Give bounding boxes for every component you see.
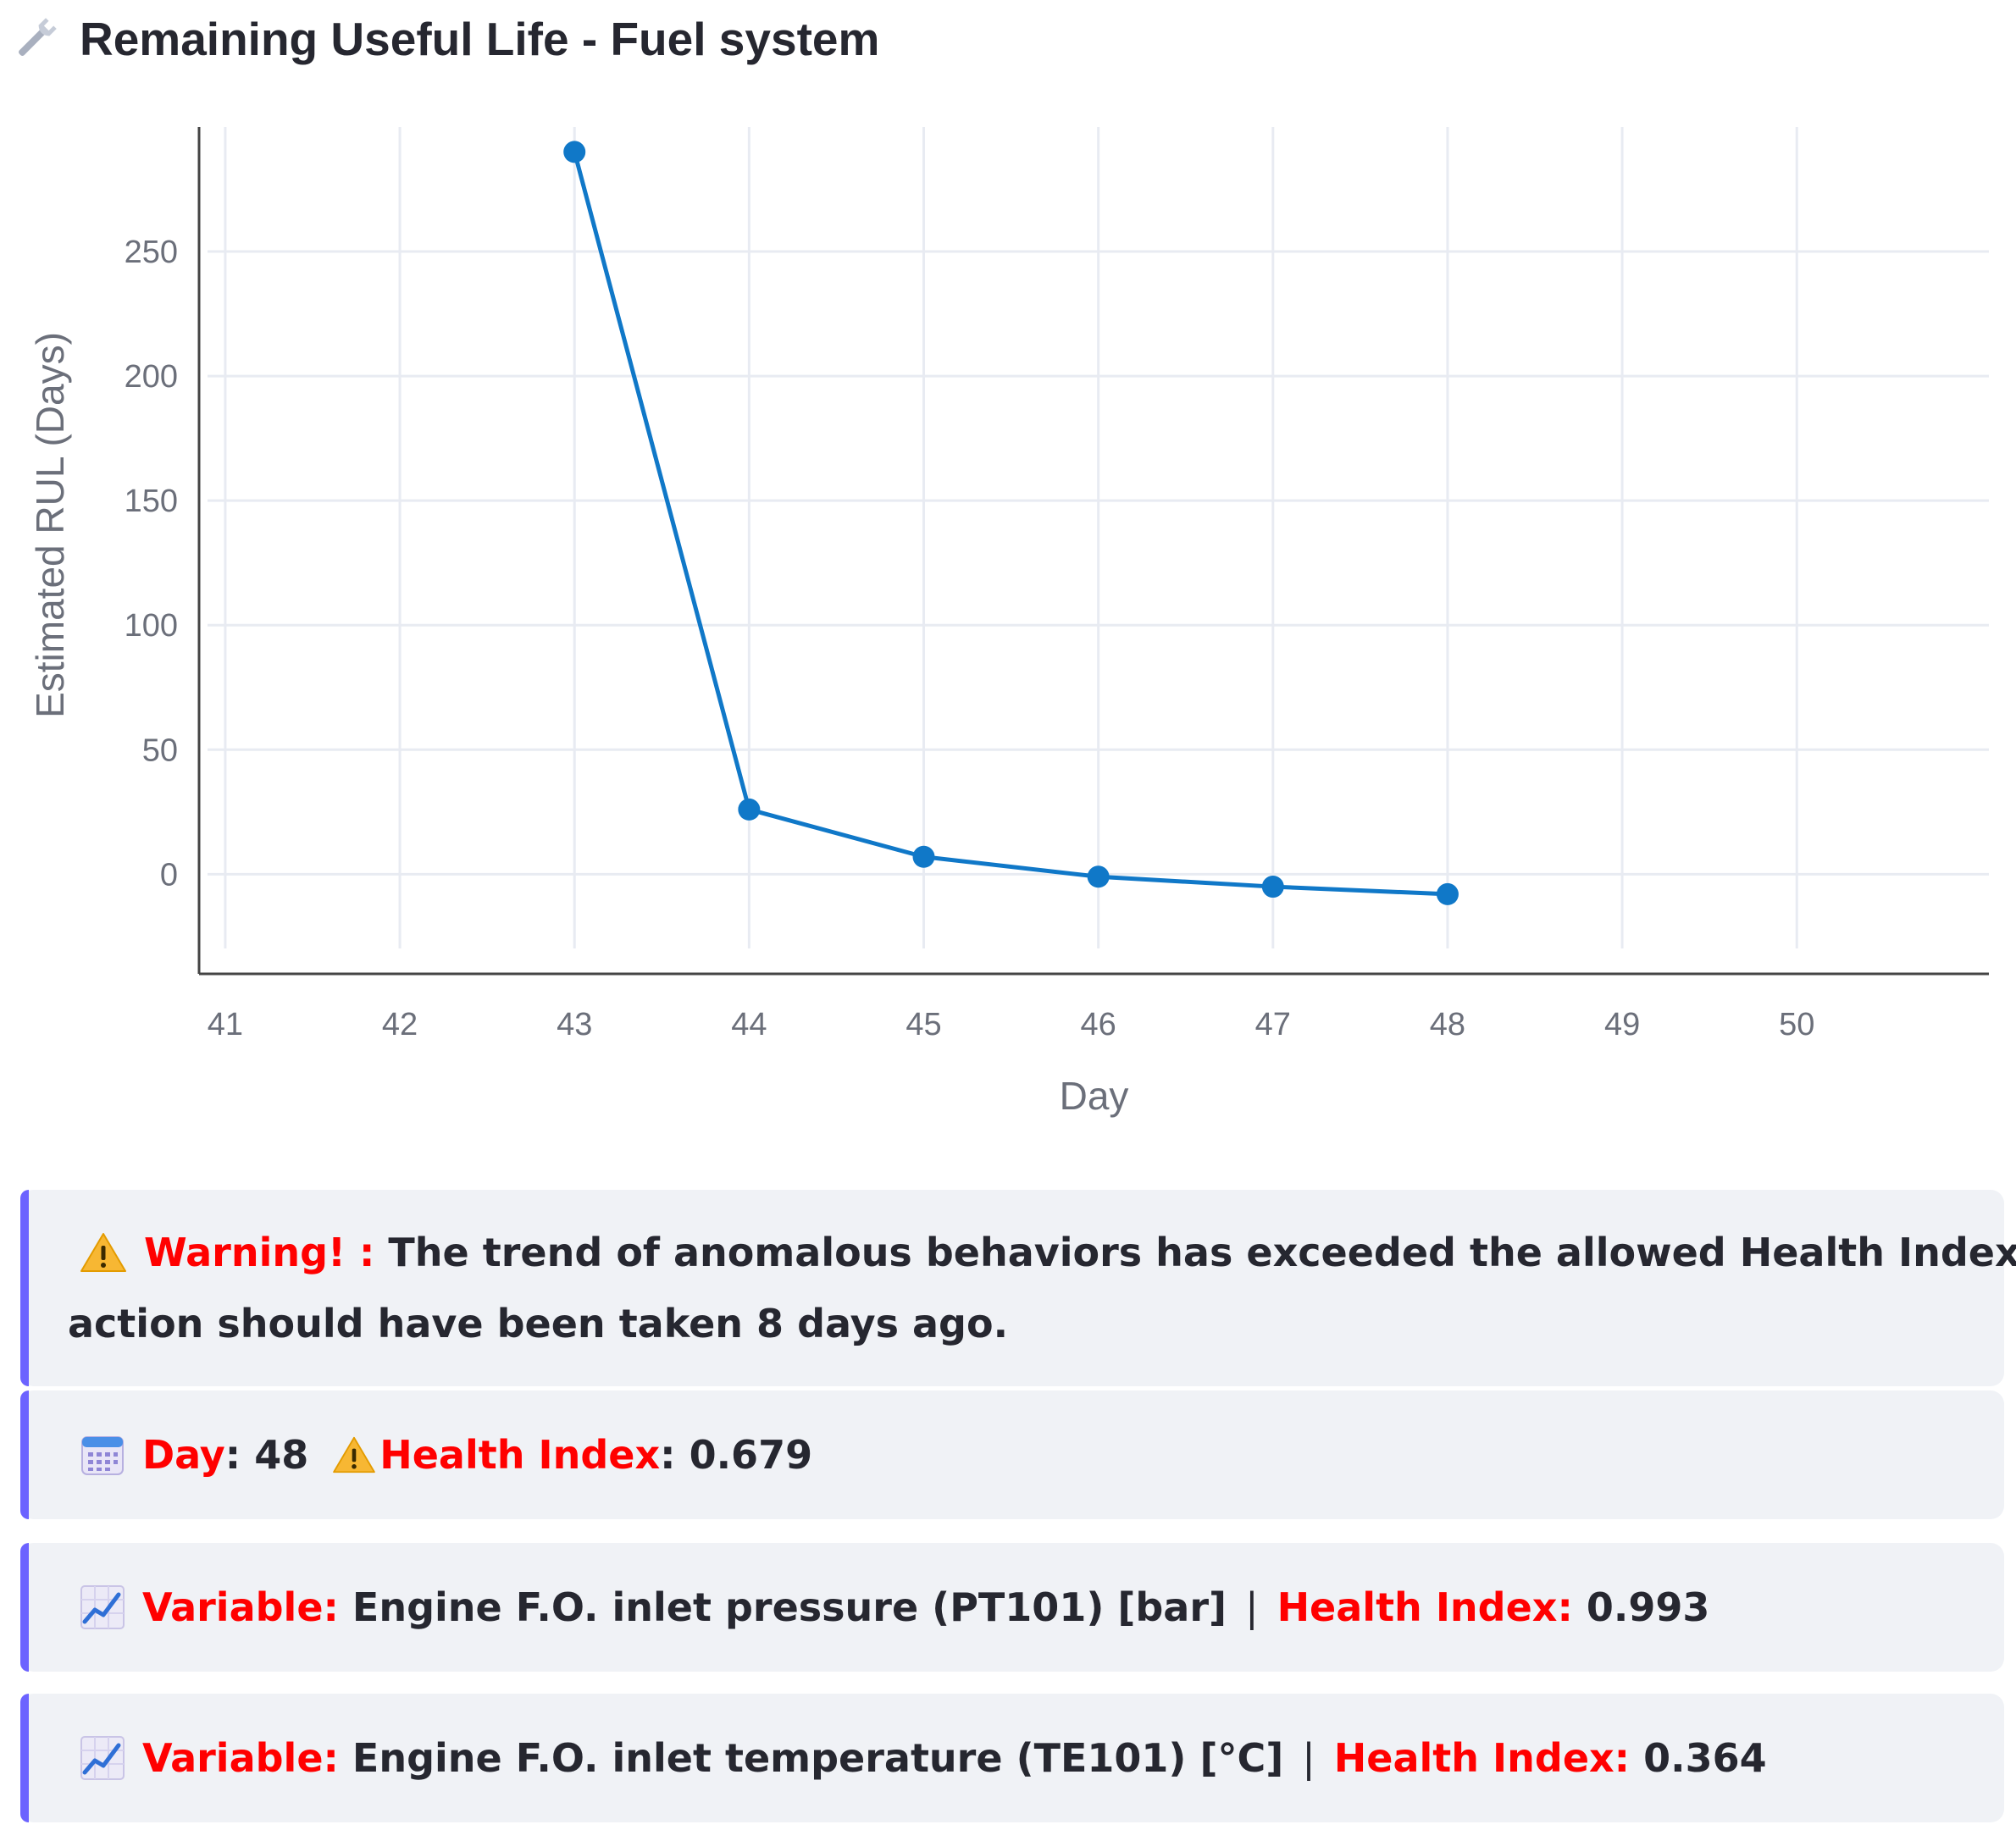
variable-name: Engine F.O. inlet pressure (PT101) [bar] [338, 1584, 1227, 1630]
y-tick-label: 250 [125, 235, 178, 270]
x-tick-label: 45 [906, 1007, 941, 1042]
variable-health-index-value: 0.993 [1572, 1584, 1710, 1630]
warning-alert: Warning! : The trend of anomalous behavi… [20, 1190, 2016, 1386]
y-tick-labels: 0 50 100 150 200 250 [125, 235, 178, 893]
chart-increasing-icon [80, 1584, 125, 1630]
x-tick-label: 41 [208, 1007, 243, 1042]
x-tick-label: 42 [382, 1007, 418, 1042]
chart-axes [197, 127, 1989, 976]
day-label: Day [142, 1432, 225, 1478]
health-index-separator: : [660, 1432, 690, 1478]
wrench-icon [12, 15, 59, 63]
x-tick-label: 43 [557, 1007, 592, 1042]
variable-card: Variable: Engine F.O. inlet pressure (PT… [20, 1543, 2004, 1672]
x-tick-label: 50 [1779, 1007, 1814, 1042]
chart-grid [208, 127, 1989, 948]
y-tick-label: 0 [160, 857, 178, 893]
x-axis-title: Day [1060, 1074, 1129, 1118]
data-point[interactable] [1261, 876, 1284, 898]
chart-increasing-icon [80, 1735, 125, 1781]
series-line [572, 151, 1448, 897]
rul-chart: 41 42 43 44 45 46 47 48 49 50 0 50 100 150 200 250 Day… [0, 102, 2016, 1143]
y-tick-label: 150 [125, 484, 178, 519]
day-value: 48 [254, 1432, 309, 1478]
y-tick-label: 200 [125, 359, 178, 395]
variable-health-index-value: 0.364 [1630, 1735, 1767, 1781]
variable-card: Variable: Engine F.O. inlet temperature … [20, 1694, 2004, 1822]
y-tick-label: 100 [125, 608, 178, 644]
y-tick-label: 50 [142, 733, 178, 768]
data-point[interactable] [912, 845, 935, 868]
data-point[interactable] [563, 141, 586, 163]
health-index-value: 0.679 [689, 1432, 813, 1478]
calendar-icon [80, 1432, 125, 1478]
warning-label: Warning! : [144, 1230, 375, 1275]
variable-health-index-label: Health Index: [1333, 1735, 1631, 1781]
x-tick-label: 44 [731, 1007, 767, 1042]
page-header: Remaining Useful Life - Fuel system [12, 5, 879, 73]
chart-series [563, 141, 1459, 905]
separator: | [1302, 1735, 1315, 1781]
data-point[interactable] [1087, 865, 1110, 888]
page-title: Remaining Useful Life - Fuel system [80, 13, 880, 65]
data-point[interactable] [1436, 882, 1459, 905]
separator: | [1245, 1584, 1259, 1630]
day-separator: : [224, 1432, 255, 1478]
variable-label: Variable: [142, 1735, 339, 1781]
x-tick-label: 49 [1604, 1007, 1640, 1042]
y-axis-title: Estimated RUL (Days) [28, 332, 72, 718]
status-card: Day : 48 Health Index : 0.679 [20, 1390, 2004, 1519]
health-warning-icon [332, 1435, 376, 1474]
data-point[interactable] [738, 798, 761, 821]
x-tick-label: 46 [1081, 1007, 1116, 1042]
variable-health-index-label: Health Index: [1277, 1584, 1573, 1630]
warning-text-line1: The trend of anomalous behaviors has exc… [374, 1230, 2016, 1275]
warning-text-line2: action should have been taken 8 days ago… [68, 1301, 1009, 1346]
rul-chart-svg: 41 42 43 44 45 46 47 48 49 50 0 50 100 150 200 250 Day… [28, 127, 1989, 1118]
variable-label: Variable: [142, 1584, 339, 1630]
x-tick-label: 47 [1255, 1007, 1291, 1042]
x-tick-label: 48 [1430, 1007, 1465, 1042]
health-index-label: Health Index [379, 1432, 661, 1478]
warning-icon [80, 1231, 127, 1274]
variable-name: Engine F.O. inlet temperature (TE101) [°… [338, 1735, 1284, 1781]
x-tick-labels: 41 42 43 44 45 46 47 48 49 50 [208, 1007, 1815, 1042]
